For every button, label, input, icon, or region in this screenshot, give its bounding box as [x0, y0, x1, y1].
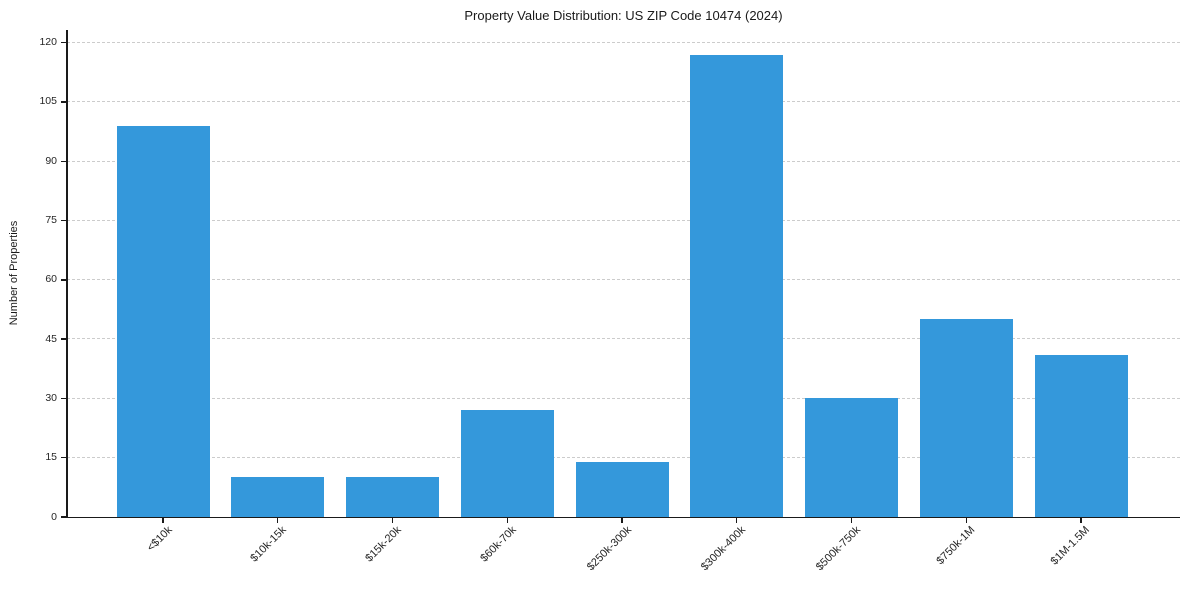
x-tick-label-5: $300k-400k [699, 524, 749, 574]
y-tick-label-75: 75 [45, 214, 57, 227]
y-tick-mark-90 [61, 160, 66, 162]
bar-10k-15k [231, 477, 325, 517]
x-tick-mark-2 [391, 518, 394, 523]
y-tick-label-105: 105 [39, 95, 57, 108]
y-tick-mark-0 [61, 516, 66, 518]
gridline-y-120 [67, 41, 1180, 43]
y-tick-mark-75 [61, 219, 66, 222]
gridline-y-15 [67, 457, 1180, 458]
x-tick-mark-5 [736, 518, 738, 523]
y-tick-label-90: 90 [45, 154, 57, 167]
x-tick-label-6: $500k-750k [813, 524, 863, 574]
y-tick-mark-45 [61, 338, 66, 340]
y-tick-mark-60 [61, 279, 66, 281]
gridline-y-75 [67, 219, 1180, 221]
x-tick-mark-4 [621, 518, 623, 523]
x-tick-mark-3 [506, 518, 508, 523]
x-tick-mark-7 [965, 518, 967, 523]
y-tick-mark-30 [61, 397, 66, 400]
x-tick-label-7: $750k-1M [934, 524, 978, 568]
plot-area [67, 30, 1180, 517]
y-tick-label-120: 120 [39, 36, 57, 49]
bar-750k-1m [919, 319, 1013, 517]
bar-300k-400k [690, 54, 784, 517]
y-tick-mark-105 [61, 101, 66, 103]
y-tick-mark-15 [61, 457, 66, 459]
x-tick-label-2: $15k-20k [363, 524, 404, 565]
bar-15k-20k [346, 477, 439, 517]
bar-250k-300k [575, 461, 669, 517]
y-tick-label-15: 15 [45, 451, 57, 464]
y-tick-label-45: 45 [45, 332, 57, 345]
y-tick-label-0: 0 [51, 510, 57, 523]
bar-10k [116, 125, 210, 517]
chart-title: Property Value Distribution: US ZIP Code… [464, 8, 783, 23]
x-tick-label-1: $10k-15k [248, 524, 290, 565]
x-tick-label-4: $250k-300k [584, 524, 634, 574]
x-tick-label-8: $1M-1.5M [1048, 524, 1093, 568]
gridline-y-90 [67, 160, 1180, 162]
x-axis-spine [66, 516, 1180, 518]
bar-60k-70k [460, 410, 554, 517]
gridline-y-60 [67, 279, 1180, 281]
gridline-y-105 [67, 101, 1180, 103]
y-axis-spine [66, 30, 68, 518]
bar-1m-1-5m [1034, 354, 1128, 517]
y-tick-mark-120 [61, 41, 66, 44]
x-tick-mark-6 [850, 518, 853, 523]
gridline-y-45 [67, 338, 1180, 340]
bar-500k-750k [805, 398, 898, 517]
x-tick-label-3: $60k-70k [478, 524, 519, 565]
x-tick-mark-8 [1080, 518, 1082, 523]
gridline-y-30 [67, 397, 1180, 399]
x-tick-mark-0 [162, 518, 164, 523]
x-tick-mark-1 [277, 518, 279, 523]
y-tick-label-60: 60 [45, 273, 57, 286]
x-tick-label-0: <$10k [144, 524, 175, 554]
y-tick-label-30: 30 [45, 391, 57, 404]
